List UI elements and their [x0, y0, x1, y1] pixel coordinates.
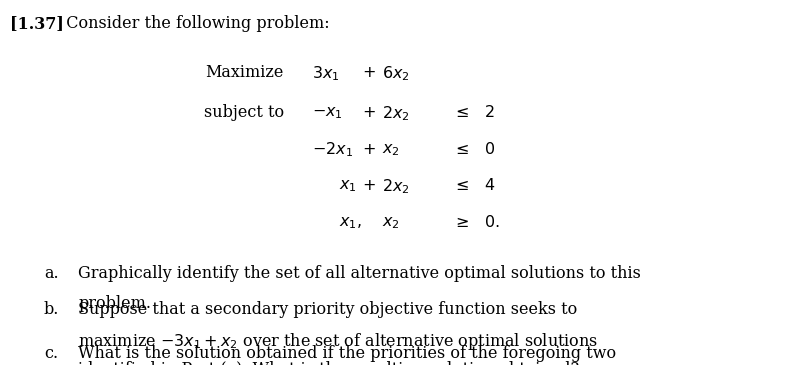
- Text: maximize $-3x_1 + x_2$ over the set of alternative optimal solutions: maximize $-3x_1 + x_2$ over the set of a…: [78, 331, 598, 352]
- Text: $x_2$: $x_2$: [382, 214, 399, 231]
- Text: Suppose that a secondary priority objective function seeks to: Suppose that a secondary priority object…: [78, 301, 578, 318]
- Text: b.: b.: [44, 301, 59, 318]
- Text: Graphically identify the set of all alternative optimal solutions to this: Graphically identify the set of all alte…: [78, 265, 642, 282]
- Text: $\geq$: $\geq$: [452, 214, 469, 231]
- Text: $x_1$: $x_1$: [339, 177, 357, 194]
- Text: $+$: $+$: [362, 141, 376, 158]
- Text: $0$: $0$: [484, 141, 495, 158]
- Text: $3x_1$: $3x_1$: [312, 64, 340, 82]
- Text: $\leq$: $\leq$: [452, 177, 469, 194]
- Text: $0.$: $0.$: [484, 214, 499, 231]
- Text: $+$: $+$: [362, 64, 376, 81]
- Text: $2x_2$: $2x_2$: [382, 104, 410, 123]
- Text: identified in Part (a). What is the resulting solution obtained?: identified in Part (a). What is the resu…: [78, 361, 579, 365]
- Text: Maximize: Maximize: [206, 64, 284, 81]
- Text: problem.: problem.: [78, 295, 151, 312]
- Text: $-x_1$: $-x_1$: [312, 104, 343, 121]
- Text: c.: c.: [44, 345, 58, 362]
- Text: a.: a.: [44, 265, 58, 282]
- Text: $+$: $+$: [362, 104, 376, 121]
- Text: subject to: subject to: [204, 104, 284, 121]
- Text: $\leq$: $\leq$: [452, 141, 469, 158]
- Text: $2x_2$: $2x_2$: [382, 177, 410, 196]
- Text: What is the solution obtained if the priorities of the foregoing two: What is the solution obtained if the pri…: [78, 345, 617, 362]
- Text: $x_2$: $x_2$: [382, 141, 399, 158]
- Text: $6x_2$: $6x_2$: [382, 64, 410, 82]
- Text: $\leq$: $\leq$: [452, 104, 469, 121]
- Text: [1.37]: [1.37]: [10, 15, 63, 32]
- Text: $4$: $4$: [484, 177, 495, 194]
- Text: $+$: $+$: [362, 177, 376, 194]
- Text: $x_1,$: $x_1,$: [339, 214, 362, 231]
- Text: $-2x_1$: $-2x_1$: [312, 141, 353, 159]
- Text: $2$: $2$: [484, 104, 494, 121]
- Text: Consider the following problem:: Consider the following problem:: [56, 15, 330, 32]
